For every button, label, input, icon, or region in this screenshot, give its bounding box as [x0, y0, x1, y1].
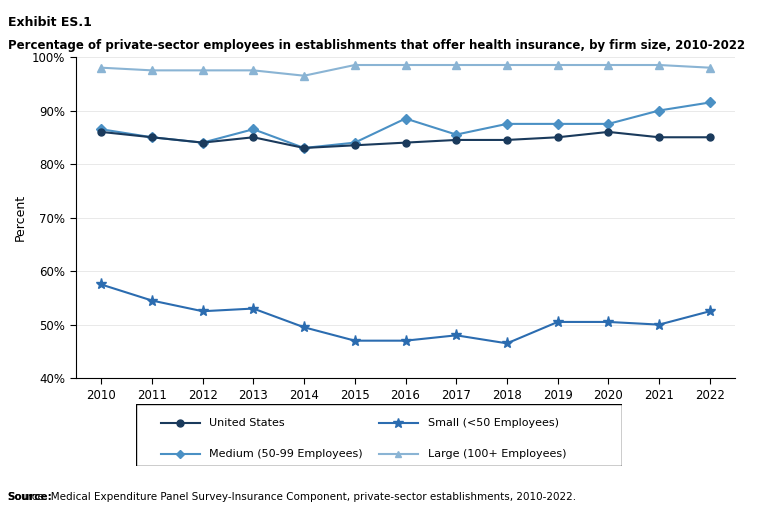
Text: Source:: Source:	[8, 493, 52, 502]
Text: Medium (50-99 Employees): Medium (50-99 Employees)	[209, 449, 363, 459]
Y-axis label: Percent: Percent	[14, 194, 27, 241]
FancyBboxPatch shape	[136, 404, 622, 466]
Text: Large (100+ Employees): Large (100+ Employees)	[428, 449, 566, 459]
Text: United States: United States	[209, 418, 285, 428]
Text: Small (<50 Employees): Small (<50 Employees)	[428, 418, 559, 428]
Text: Exhibit ES.1: Exhibit ES.1	[8, 16, 92, 28]
Text: Percentage of private-sector employees in establishments that offer health insur: Percentage of private-sector employees i…	[8, 39, 744, 52]
Text: Source: Medical Expenditure Panel Survey-Insurance Component, private-sector est: Source: Medical Expenditure Panel Survey…	[8, 493, 576, 502]
